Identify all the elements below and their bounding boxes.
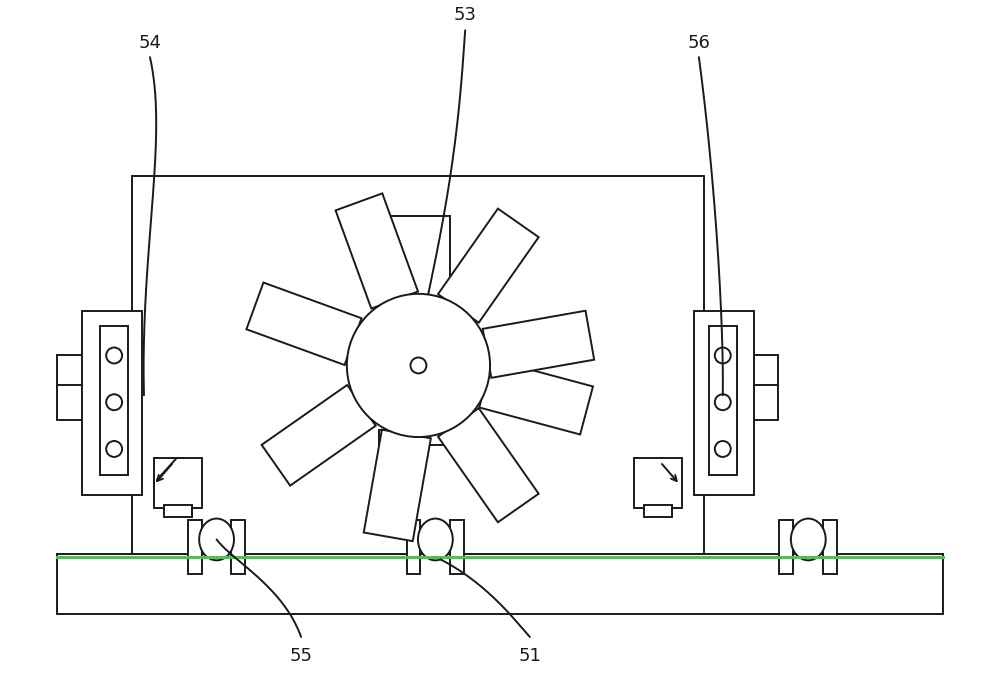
Bar	[57, 555, 943, 614]
Circle shape	[347, 294, 490, 437]
Bar	[450, 520, 464, 574]
Bar	[644, 505, 672, 516]
Text: 54: 54	[138, 34, 161, 52]
Ellipse shape	[199, 518, 234, 560]
Text: 55: 55	[290, 647, 313, 665]
Circle shape	[715, 394, 731, 410]
Bar	[694, 311, 754, 495]
Circle shape	[106, 394, 122, 410]
Polygon shape	[483, 311, 594, 378]
Bar	[188, 520, 202, 574]
Polygon shape	[246, 282, 362, 365]
Bar	[164, 505, 192, 516]
Ellipse shape	[418, 518, 453, 560]
Bar	[132, 176, 704, 555]
Bar	[154, 458, 202, 507]
Bar	[386, 217, 450, 435]
Bar	[709, 325, 737, 475]
Text: 51: 51	[518, 647, 541, 665]
Text: 56: 56	[687, 34, 710, 52]
Polygon shape	[262, 385, 376, 486]
Polygon shape	[364, 430, 431, 541]
Circle shape	[106, 441, 122, 457]
Bar	[779, 520, 793, 574]
Polygon shape	[336, 194, 418, 309]
Bar	[823, 520, 837, 574]
Bar	[100, 325, 128, 475]
Polygon shape	[438, 209, 539, 323]
Text: 53: 53	[454, 6, 477, 24]
Circle shape	[715, 348, 731, 364]
Bar	[634, 458, 682, 507]
Ellipse shape	[791, 518, 826, 560]
Bar	[407, 520, 420, 574]
Bar	[379, 430, 458, 445]
Polygon shape	[479, 359, 593, 434]
Circle shape	[106, 348, 122, 364]
Circle shape	[715, 441, 731, 457]
Bar	[231, 520, 245, 574]
Circle shape	[410, 357, 426, 373]
Polygon shape	[438, 408, 539, 523]
Bar	[82, 311, 142, 495]
